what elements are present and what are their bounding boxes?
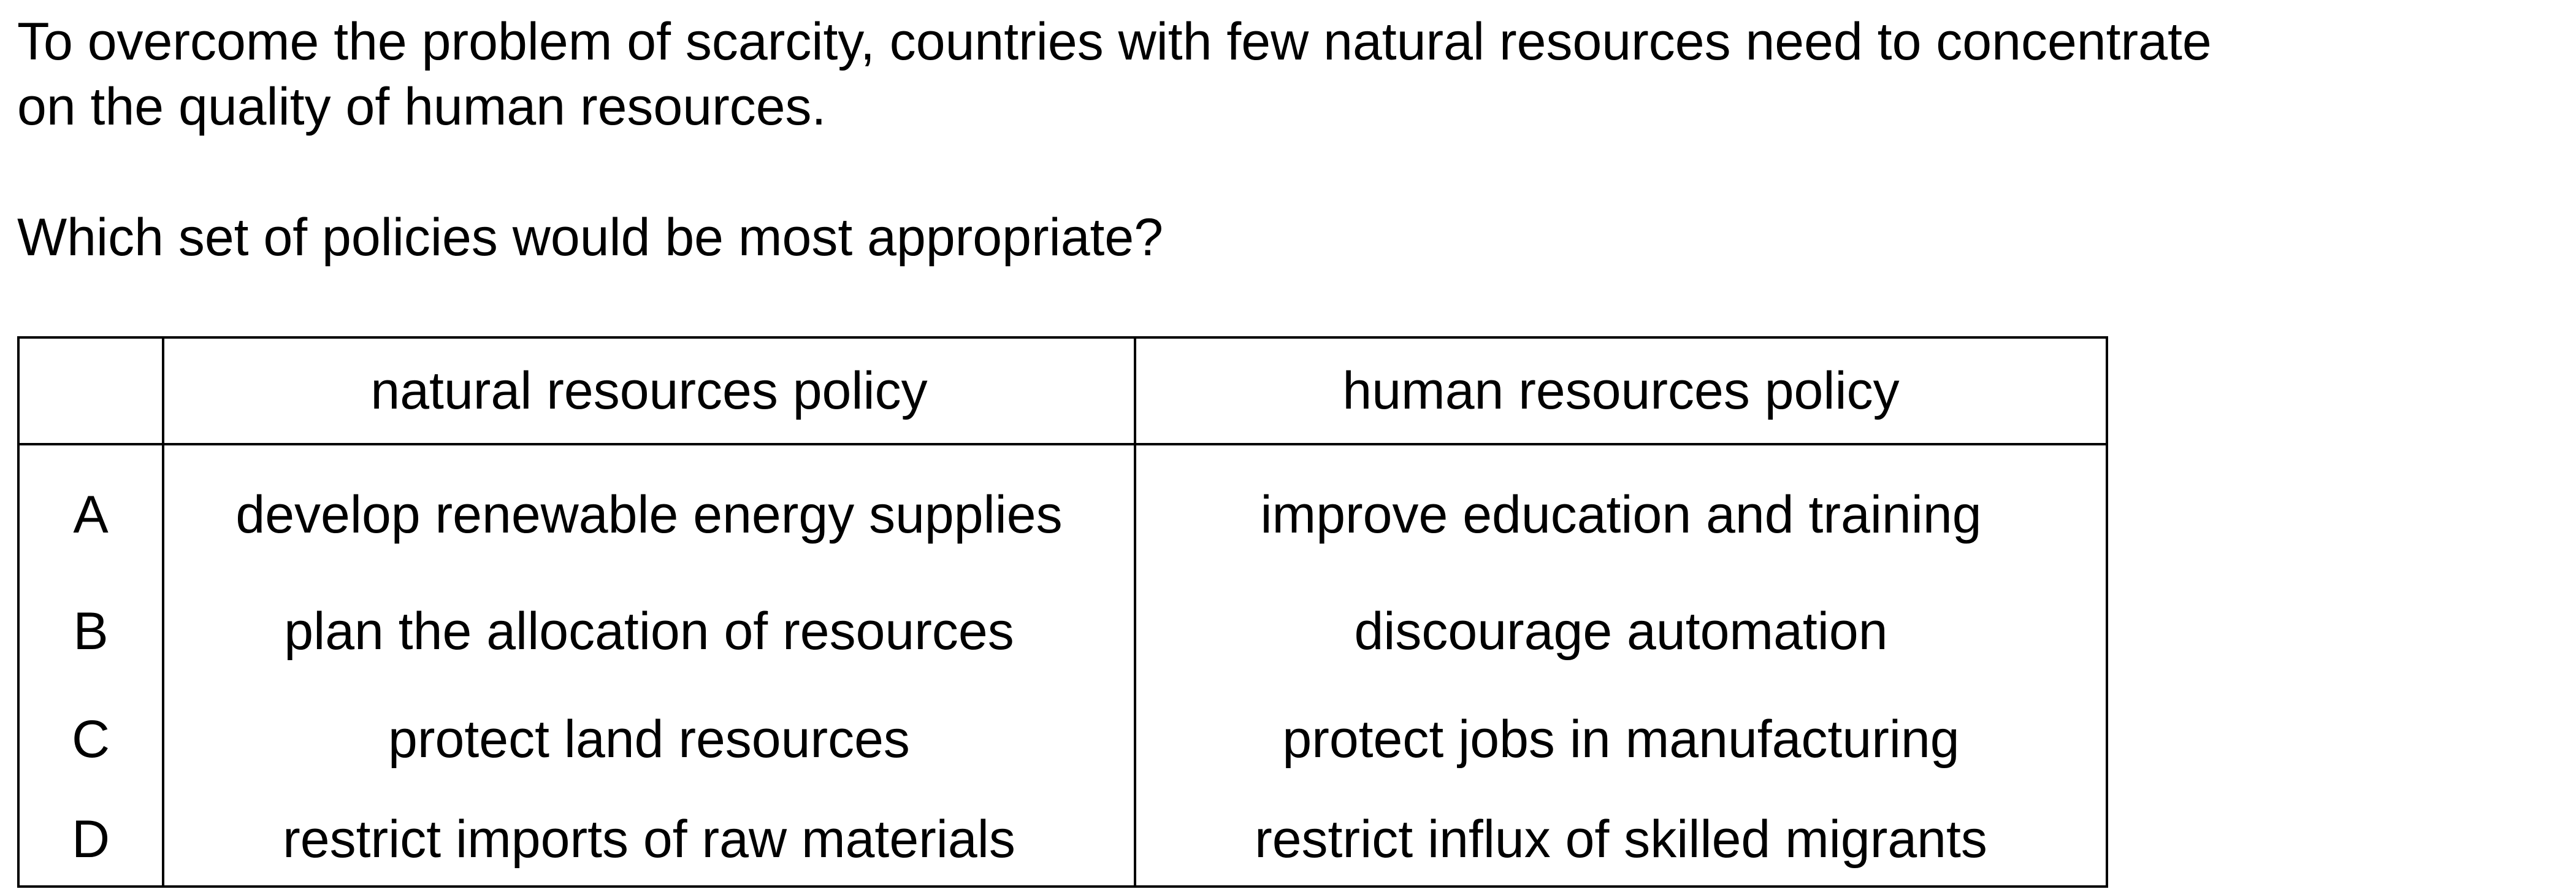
human-policy-cell: discourage automation (1134, 577, 2108, 685)
question-intro-line-1: To overcome the problem of scarcity, cou… (17, 12, 2212, 71)
options-table: natural resources policy human resources… (17, 336, 2108, 888)
option-letter: C (17, 685, 164, 793)
natural-policy-cell: develop renewable energy supplies (162, 444, 1136, 577)
question-intro: To overcome the problem of scarcity, cou… (17, 9, 2212, 139)
natural-policy-cell: protect land resources (162, 685, 1136, 793)
question-intro-line-2: on the quality of human resources. (17, 77, 827, 136)
header-human-resources-policy: human resources policy (1134, 336, 2108, 445)
header-natural-resources-policy: natural resources policy (162, 336, 1136, 445)
human-policy-cell: improve education and training (1134, 444, 2108, 577)
option-letter: B (17, 577, 164, 685)
human-policy-cell: restrict influx of skilled migrants (1134, 793, 2108, 888)
table-row: A develop renewable energy supplies impr… (17, 444, 2108, 577)
natural-policy-cell: plan the allocation of resources (162, 577, 1136, 685)
table-header-row: natural resources policy human resources… (17, 336, 2108, 445)
table-row: D restrict imports of raw materials rest… (17, 793, 2108, 888)
option-letter: A (17, 444, 164, 577)
header-blank (17, 336, 164, 445)
question-prompt: Which set of policies would be most appr… (17, 208, 1164, 267)
option-letter: D (17, 793, 164, 888)
table-row: C protect land resources protect jobs in… (17, 685, 2108, 793)
natural-policy-cell: restrict imports of raw materials (162, 793, 1136, 888)
table-row: B plan the allocation of resources disco… (17, 577, 2108, 685)
human-policy-cell: protect jobs in manufacturing (1134, 685, 2108, 793)
